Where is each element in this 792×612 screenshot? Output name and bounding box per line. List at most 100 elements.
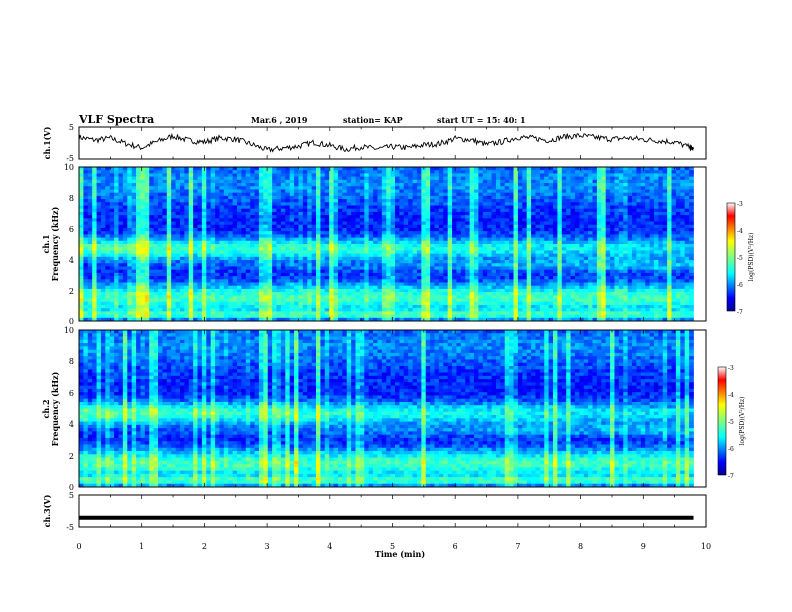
spectrogram-cell <box>373 211 378 216</box>
spectrogram-cell <box>144 176 150 181</box>
spectrogram-cell <box>109 189 115 194</box>
spectrogram-cell <box>579 202 585 206</box>
spectrogram-cell <box>197 269 203 274</box>
spectrogram-cell <box>215 183 220 187</box>
spectrogram-cell <box>206 215 212 219</box>
spectrogram-cell <box>118 227 124 232</box>
spectrogram-cell <box>333 244 339 248</box>
spectrogram-cell <box>430 240 435 245</box>
spectrogram-cell <box>79 218 84 222</box>
spectrogram-cell <box>570 276 576 280</box>
spectrogram-cell <box>531 276 536 280</box>
spectrogram-cell <box>136 276 141 280</box>
spectrogram-cell <box>250 266 255 271</box>
spectrogram-cell <box>324 237 330 242</box>
spectrogram-cell <box>684 179 690 184</box>
spectrogram-cell <box>610 227 615 232</box>
spectrogram-cell <box>561 244 567 248</box>
spectrogram-cell <box>632 189 637 194</box>
spectrogram-cell <box>588 202 593 206</box>
spectrogram-cell <box>131 231 137 235</box>
spectrogram-cell <box>452 186 457 190</box>
spectrogram-cell <box>592 244 598 248</box>
spectrogram-cell <box>649 227 655 232</box>
spectrogram-cell <box>548 260 554 264</box>
spectrogram-cell <box>149 272 155 277</box>
spectrogram-cell <box>614 250 620 255</box>
spectrogram-cell <box>553 247 558 251</box>
spectrogram-cell <box>280 269 286 274</box>
spectrogram-cell <box>92 208 97 213</box>
spectrogram-cell <box>285 234 291 238</box>
spectrogram-cell <box>517 263 523 267</box>
spectrogram-cell <box>460 199 466 203</box>
spectrogram-cell <box>456 208 462 213</box>
spectrogram-cell <box>421 272 427 277</box>
spectrogram-cell <box>276 167 282 171</box>
spectrogram-cell <box>87 199 93 203</box>
spectrogram-cell <box>311 183 317 187</box>
spectrogram-cell <box>618 186 624 190</box>
spectrogram-cell <box>675 179 681 184</box>
spectrogram-cell <box>114 211 119 216</box>
spectrogram-cell <box>553 266 558 271</box>
spectrogram-cell <box>254 208 260 213</box>
spectrogram-cell <box>285 263 291 267</box>
spectrogram-cell <box>627 218 633 222</box>
spectrogram-cell <box>662 170 668 174</box>
spectrogram-cell <box>359 263 365 267</box>
spectrogram-cell <box>399 231 405 235</box>
spectrogram-cell <box>456 211 462 216</box>
spectrogram-cell <box>83 218 89 222</box>
spectrogram-cell <box>351 183 356 187</box>
spectrogram-cell <box>561 167 567 171</box>
spectrogram-cell <box>381 176 387 181</box>
spectrogram-cell <box>131 234 137 238</box>
spectrogram-cell <box>263 266 269 271</box>
spectrogram-cell <box>175 179 181 184</box>
spectrogram-cell <box>175 240 181 245</box>
spectrogram-cell <box>320 195 326 200</box>
spectrogram-cell <box>535 199 541 203</box>
spectrogram-cell <box>131 263 137 267</box>
spectrogram-cell <box>237 167 242 171</box>
spectrogram-cell <box>653 195 659 200</box>
spectrogram-cell <box>373 240 378 245</box>
spectrogram-cell <box>377 179 383 184</box>
spectrogram-cell <box>302 269 308 274</box>
spectrogram-cell <box>443 183 449 187</box>
spectrogram-cell <box>487 202 492 206</box>
spectrogram-cell <box>263 260 269 264</box>
ch1-voltage-ytick-bottom: -5 <box>66 154 74 163</box>
spectrogram-cell <box>430 202 435 206</box>
spectrogram-cell <box>368 247 374 251</box>
spectrogram-cell <box>158 170 163 174</box>
spectrogram-cell <box>671 263 677 267</box>
spectrogram-cell <box>561 234 567 238</box>
spectrogram-cell <box>289 237 295 242</box>
spectrogram-cell <box>171 176 176 181</box>
spectrogram-cell <box>610 266 615 271</box>
spectrogram-cell <box>636 269 642 274</box>
spectrogram-cell <box>386 227 392 232</box>
spectrogram-cell <box>487 167 492 171</box>
spectrogram-cell <box>175 173 181 178</box>
spectrogram-cell <box>276 263 282 267</box>
spectrogram-cell <box>416 244 422 248</box>
spectrogram-cell <box>469 192 475 197</box>
spectrogram-cell <box>443 186 449 190</box>
spectrogram-cell <box>158 260 163 264</box>
spectrogram-cell <box>179 266 185 271</box>
spectrogram-cell <box>79 260 84 264</box>
spectrogram-cell <box>632 272 637 277</box>
spectrogram-cell <box>337 218 343 222</box>
spectrogram-cell <box>342 227 348 232</box>
spectrogram-cell <box>302 202 308 206</box>
spectrogram-cell <box>640 272 646 277</box>
spectrogram-cell <box>368 276 374 280</box>
spectrogram-cell <box>87 173 93 178</box>
spectrogram-cell <box>443 231 449 235</box>
spectrogram-cell <box>109 263 115 267</box>
spectrogram-cell <box>223 179 229 184</box>
spectrogram-cell <box>460 195 466 200</box>
